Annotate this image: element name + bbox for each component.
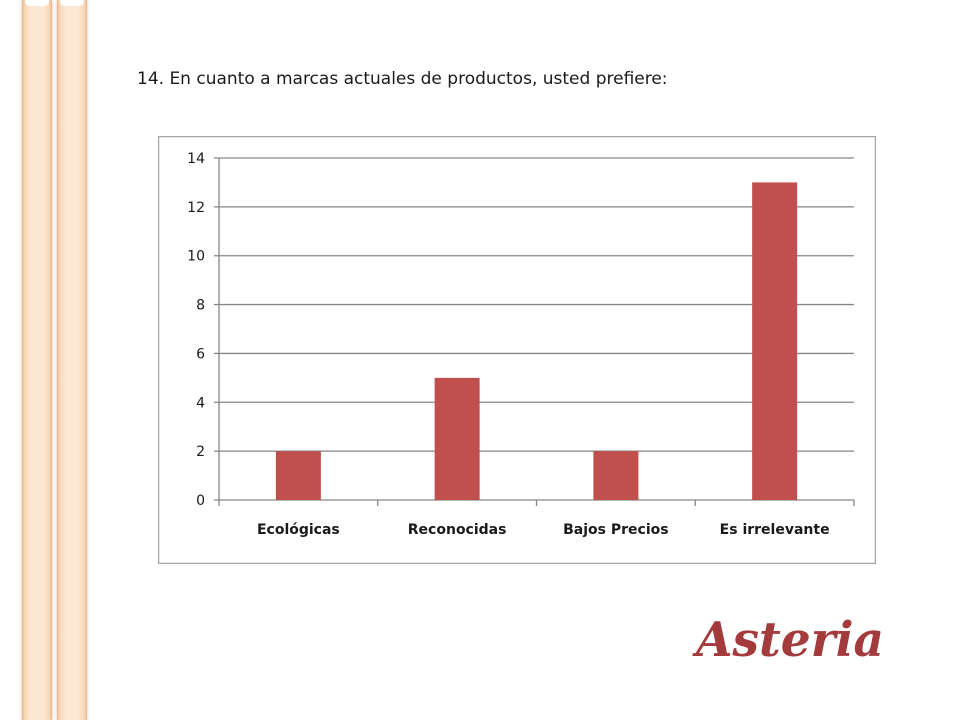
- x-category-label: Bajos Precios: [563, 522, 668, 538]
- bar: [752, 182, 798, 500]
- y-tick-label: 8: [196, 298, 205, 314]
- asteria-logo: Asteria: [692, 612, 884, 668]
- y-tick-label: 2: [196, 444, 205, 460]
- y-tick-label: 10: [187, 249, 205, 265]
- x-category-label: Es irrelevante: [720, 522, 830, 538]
- bar: [593, 451, 639, 500]
- bar: [275, 451, 321, 500]
- y-tick-label: 4: [196, 395, 205, 411]
- y-tick-label: 6: [196, 346, 205, 362]
- decorative-stripe-left: [22, 0, 52, 720]
- bar: [434, 377, 480, 500]
- bar-chart: 0 2 4 6 8 10 12 14 Ecológicas Reconocidas Bajos P…: [158, 136, 876, 564]
- decorative-stripe-right: [57, 0, 87, 720]
- slide-title: 14. En cuanto a marcas actuales de produ…: [137, 69, 668, 89]
- x-category-label: Reconocidas: [408, 522, 507, 538]
- x-category-label: Ecológicas: [257, 522, 340, 538]
- y-tick-label: 14: [187, 151, 205, 167]
- logo-text: Asteria: [692, 612, 884, 668]
- y-tick-label: 12: [187, 200, 205, 216]
- y-tick-label: 0: [196, 493, 205, 509]
